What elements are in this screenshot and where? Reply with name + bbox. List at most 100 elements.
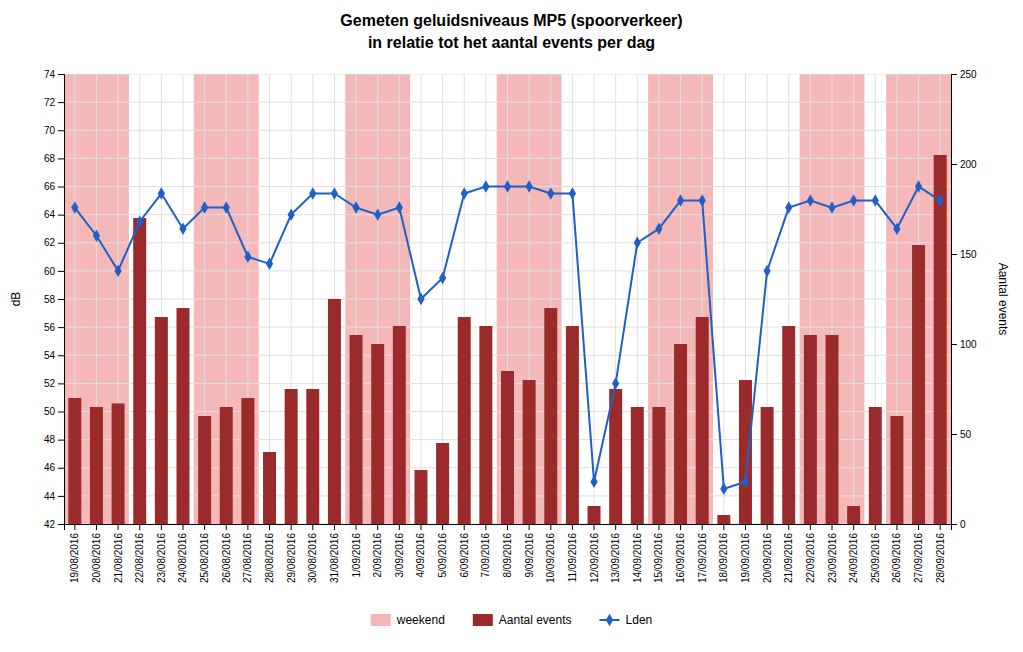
tick-mark (356, 524, 357, 530)
marker (590, 476, 597, 488)
bar (90, 407, 103, 524)
tick-label: 21/08/2016 (113, 533, 124, 583)
tick-mark (269, 524, 270, 530)
tick-mark (723, 524, 724, 530)
tick-mark (247, 524, 248, 530)
tick-label: 52 (44, 378, 56, 389)
bar (479, 326, 492, 524)
tick: 1/09/2016 (351, 524, 362, 578)
tick-label: 54 (44, 350, 56, 361)
marker (937, 194, 944, 206)
tick: 66 (44, 181, 64, 192)
tick-label: 22/08/2016 (134, 533, 145, 583)
tick-mark (377, 524, 378, 530)
tick: 11/09/2016 (567, 524, 578, 582)
legend: weekendAantal eventsLden (371, 613, 652, 627)
tick-label: 48 (44, 434, 56, 445)
bar (371, 344, 384, 524)
tick: 21/09/2016 (783, 524, 794, 583)
tick-label: 250 (960, 69, 977, 80)
tick-label: 24/08/2016 (177, 533, 188, 583)
bar (220, 407, 233, 524)
tick: 24/09/2016 (848, 524, 859, 583)
tick: 72 (44, 97, 64, 108)
tick-mark (58, 130, 64, 131)
tick-mark (745, 524, 746, 530)
tick-mark (951, 434, 957, 435)
tick-label: 100 (960, 339, 977, 350)
bar (133, 218, 146, 524)
subtitle: in relatie tot het aantal events per dag (368, 34, 655, 51)
tick-label: 58 (44, 294, 56, 305)
tick: 22/08/2016 (134, 524, 145, 583)
line (75, 187, 940, 489)
tick: 100 (951, 339, 977, 350)
marker (915, 180, 922, 192)
tick-mark (161, 524, 162, 530)
tick-label: 20/09/2016 (762, 533, 773, 583)
tick-label: 18/09/2016 (718, 533, 729, 583)
bar (306, 389, 319, 524)
tick-mark (58, 355, 64, 356)
tick-mark (204, 524, 205, 530)
tick: 31/08/2016 (329, 524, 340, 583)
marker (114, 265, 121, 277)
legend-swatch (473, 614, 493, 626)
tick: 28/08/2016 (264, 524, 275, 583)
tick: 6/09/2016 (459, 524, 470, 578)
marker (785, 201, 792, 213)
bar (155, 317, 168, 524)
marker (244, 251, 251, 263)
tick-label: 31/08/2016 (329, 533, 340, 583)
marker (612, 377, 619, 389)
grid-line (853, 74, 854, 524)
tick-mark (58, 243, 64, 244)
tick-label: 50 (960, 429, 972, 440)
tick-mark (312, 524, 313, 530)
bar (112, 403, 125, 524)
bar (609, 389, 622, 524)
tick-label: 2/09/2016 (372, 533, 383, 578)
bar (176, 308, 189, 524)
axis: 19/08/201620/08/201621/08/201622/08/2016… (65, 524, 952, 583)
tick-label: 64 (44, 209, 56, 220)
tick: 27/09/2016 (913, 524, 924, 583)
tick-label: 30/08/2016 (307, 533, 318, 583)
axis-line (58, 75, 65, 525)
legend-item: Aantal events (473, 613, 572, 627)
tick-mark (291, 524, 292, 530)
tick-label: 4/09/2016 (415, 533, 426, 578)
tick-label: 66 (44, 181, 56, 192)
legend-swatch (606, 614, 613, 626)
tick-mark (810, 524, 811, 530)
tick-label: 62 (44, 237, 56, 248)
tick-mark (58, 187, 64, 188)
tick: 26/09/2016 (891, 524, 902, 583)
tick-mark (853, 524, 854, 530)
tick-mark (58, 102, 64, 103)
tick: 52 (44, 378, 64, 389)
tick-label: 150 (960, 249, 977, 260)
tick: 44 (44, 491, 64, 502)
tick-label: 19/09/2016 (740, 533, 751, 583)
tick-mark (96, 524, 97, 530)
tick-mark (58, 327, 64, 328)
tick-label: 8/09/2016 (502, 533, 513, 578)
tick: 29/08/2016 (286, 524, 297, 583)
marker (526, 180, 533, 192)
bar (890, 416, 903, 524)
bar (782, 326, 795, 524)
marker (742, 476, 749, 488)
tick-label: 20/08/2016 (91, 533, 102, 583)
tick: 42 (44, 519, 64, 530)
tick: 62 (44, 237, 64, 248)
tick-mark (118, 524, 119, 530)
bar (652, 407, 665, 524)
tick: 20/08/2016 (91, 524, 102, 583)
tick-label: 25/08/2016 (199, 533, 210, 583)
tick-label: 27/08/2016 (242, 533, 253, 583)
tick-label: 21/09/2016 (783, 533, 794, 583)
tick-label: 26/09/2016 (891, 533, 902, 583)
tick-mark (58, 271, 64, 272)
tick-mark (58, 440, 64, 441)
